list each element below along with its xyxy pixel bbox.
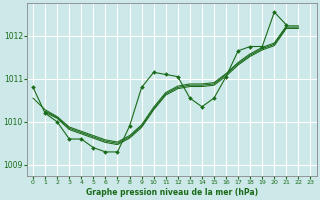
X-axis label: Graphe pression niveau de la mer (hPa): Graphe pression niveau de la mer (hPa) <box>86 188 258 197</box>
